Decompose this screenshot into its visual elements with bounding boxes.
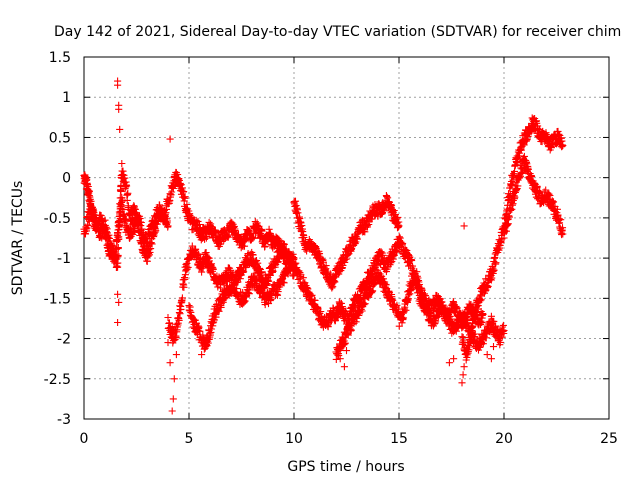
y-tick-label: 0 xyxy=(62,171,71,187)
x-axis-label: GPS time / hours xyxy=(287,459,404,475)
y-tick-label: -2.5 xyxy=(44,372,71,388)
series-points xyxy=(80,168,298,280)
x-tick-label: 0 xyxy=(80,431,89,447)
y-tick-label: -1.5 xyxy=(44,291,71,307)
x-tick-label: 5 xyxy=(185,431,194,447)
plot-area-border xyxy=(83,56,610,420)
y-tick-label: -1 xyxy=(57,251,71,267)
x-tick-label: 15 xyxy=(390,431,408,447)
series-points xyxy=(185,250,298,353)
series-points xyxy=(500,152,567,242)
data-series xyxy=(80,77,567,415)
x-tick-label: 20 xyxy=(495,431,513,447)
chart-title: Day 142 of 2021, Sidereal Day-to-day VTE… xyxy=(54,24,621,40)
series-points xyxy=(290,191,403,292)
y-tick-label: 1.5 xyxy=(49,50,71,66)
y-tick-label: 0.5 xyxy=(49,130,71,146)
x-axis-tick-labels: 0 5 10 15 20 25 xyxy=(80,431,618,447)
y-tick-label: -3 xyxy=(57,412,71,428)
grid-lines xyxy=(84,57,609,419)
series-points xyxy=(114,77,498,415)
series-points xyxy=(80,159,172,271)
y-axis-label: SDTVAR / TECUs xyxy=(10,181,26,296)
x-tick-label: 25 xyxy=(600,431,618,447)
axis-ticks xyxy=(83,56,610,420)
series-points xyxy=(164,240,298,347)
series-points xyxy=(290,235,403,331)
x-tick-label: 10 xyxy=(285,431,303,447)
series-points xyxy=(332,266,403,363)
y-tick-label: 1 xyxy=(62,90,71,106)
y-tick-label: -2 xyxy=(57,332,71,348)
y-axis-tick-labels: -3 -2.5 -2 -1.5 -1 -0.5 0 0.5 1 1.5 xyxy=(44,50,71,428)
y-tick-label: -0.5 xyxy=(44,211,71,227)
series-points xyxy=(458,114,567,364)
